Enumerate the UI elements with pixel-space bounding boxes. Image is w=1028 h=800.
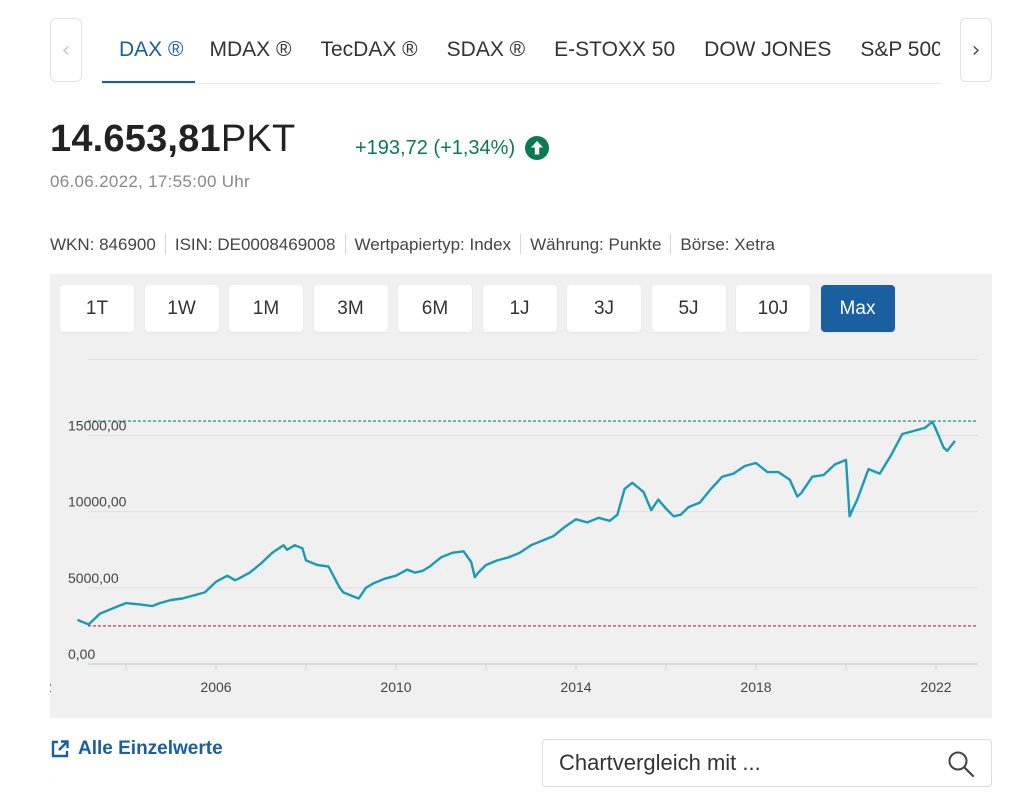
tab-6[interactable]: S&P 500 bbox=[860, 38, 940, 61]
meta-exchange: Börse: Xetra bbox=[680, 235, 775, 254]
y-tick-label-1: 5000,00 bbox=[68, 570, 119, 586]
quote-price: 14.653,81PKT bbox=[50, 118, 295, 161]
chart-compare-input[interactable] bbox=[559, 748, 939, 778]
meta-type: Wertpapiertyp: Index bbox=[354, 235, 512, 254]
y-tick-label-0: 0,00 bbox=[68, 646, 95, 662]
index-tabs: DAX ® MDAX ® TecDAX ® SDAX ® E-STOXX 50 DOW J… bbox=[102, 16, 940, 84]
tab-2[interactable]: TecDAX ® bbox=[320, 38, 418, 61]
range-button-1[interactable]: 1W bbox=[144, 285, 219, 332]
x-tick-label-5: 2022 bbox=[920, 679, 951, 695]
tab-prev-button[interactable]: ‹ bbox=[50, 18, 82, 82]
price-chart[interactable]: 0,00 5000,00 10000,00 15000,00 2002 2006 2010 2… bbox=[50, 274, 992, 718]
chart-panel: 0,00 5000,00 10000,00 15000,00 2002 2006 2010 2… bbox=[50, 274, 992, 718]
chart-compare-box bbox=[542, 739, 992, 787]
x-tick-label-3: 2014 bbox=[560, 679, 591, 695]
x-tick-label-0: 2002 bbox=[50, 679, 52, 695]
quote-unit: PKT bbox=[220, 118, 296, 160]
quote-value: 14.653,81 bbox=[50, 118, 221, 160]
arrow-up-circle-icon bbox=[525, 136, 550, 160]
index-tab-bar: ‹ DAX ® MDAX ® TecDAX ® SDAX ® E-STOXX 50 DOW… bbox=[50, 16, 992, 84]
quote-datetime: 06.06.2022, 17:55:00 Uhr bbox=[50, 172, 251, 191]
chevron-right-icon: › bbox=[971, 37, 981, 63]
range-button-6[interactable]: 3J bbox=[567, 285, 641, 332]
x-tick-label-2: 2010 bbox=[380, 679, 411, 695]
series-line-0 bbox=[76, 420, 956, 626]
all-constituents-link[interactable]: Alle Einzelwerte bbox=[50, 738, 223, 760]
tab-3[interactable]: SDAX ® bbox=[446, 38, 526, 61]
security-meta: WKN: 846900 ISIN: DE0008469008 Wertpapiert… bbox=[50, 234, 775, 255]
meta-isin: ISIN: DE0008469008 bbox=[174, 235, 336, 254]
range-button-8[interactable]: 10J bbox=[736, 285, 810, 332]
tab-0[interactable]: DAX ® bbox=[102, 16, 195, 83]
tab-next-button[interactable]: › bbox=[960, 18, 992, 82]
meta-currency: Währung: Punkte bbox=[530, 235, 662, 254]
range-button-0[interactable]: 1T bbox=[60, 285, 134, 332]
range-button-2[interactable]: 1M bbox=[229, 285, 303, 332]
chevron-left-icon: ‹ bbox=[61, 37, 71, 63]
range-button-5[interactable]: 1J bbox=[482, 285, 557, 332]
range-button-4[interactable]: 6M bbox=[398, 285, 472, 332]
meta-wkn: WKN: 846900 bbox=[50, 235, 156, 254]
external-link-icon bbox=[51, 740, 69, 758]
all-constituents-label: Alle Einzelwerte bbox=[78, 738, 223, 759]
search-icon[interactable] bbox=[947, 750, 975, 778]
quote-change-text: +193,72 (+1,34%) bbox=[355, 136, 516, 159]
range-button-9[interactable]: Max bbox=[820, 285, 895, 332]
range-button-3[interactable]: 3M bbox=[313, 285, 388, 332]
range-button-7[interactable]: 5J bbox=[651, 285, 726, 332]
x-tick-label-4: 2018 bbox=[740, 679, 771, 695]
quote-change: +193,72 (+1,34%) bbox=[355, 136, 550, 160]
tab-4[interactable]: E-STOXX 50 bbox=[554, 38, 676, 61]
y-tick-label-2: 10000,00 bbox=[68, 494, 127, 510]
y-tick-label-3: 15000,00 bbox=[68, 418, 127, 434]
x-tick-label-1: 2006 bbox=[200, 679, 231, 695]
tab-5[interactable]: DOW JONES bbox=[704, 38, 832, 61]
tab-1[interactable]: MDAX ® bbox=[209, 38, 292, 61]
